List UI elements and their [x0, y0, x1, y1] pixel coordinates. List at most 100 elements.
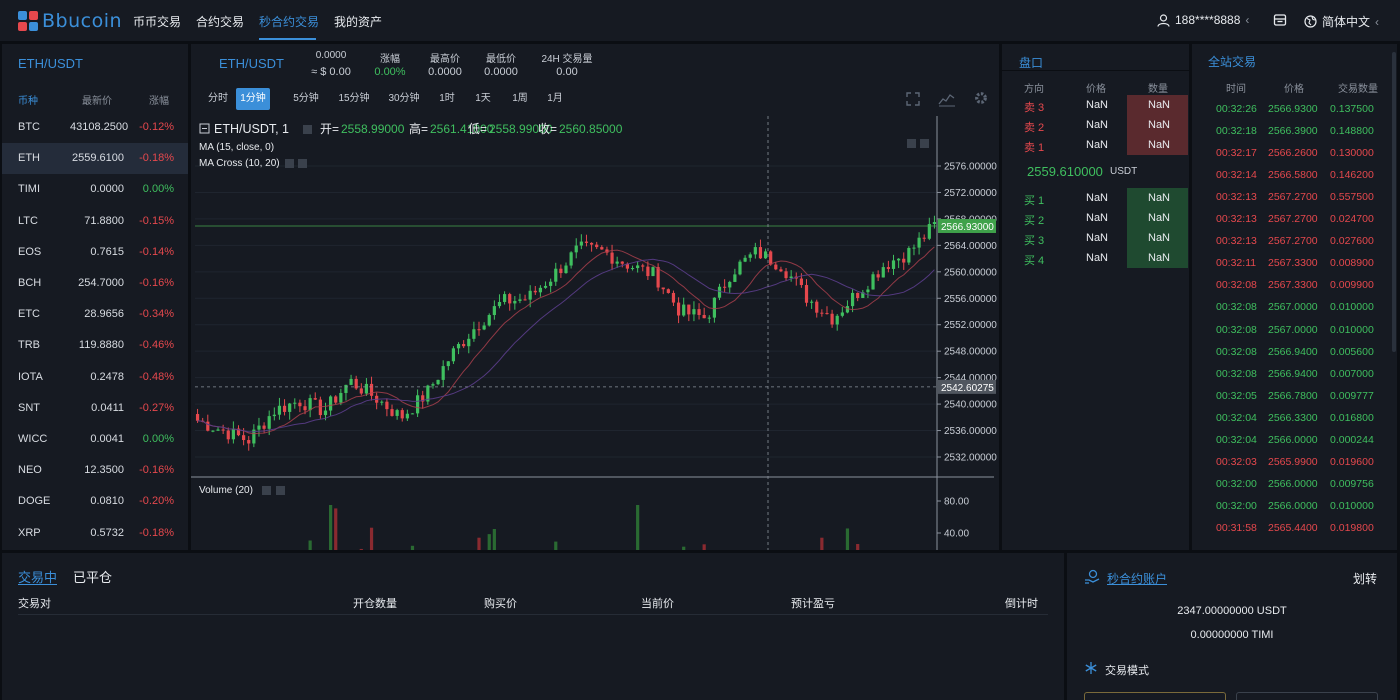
market-row[interactable]: EOS 0.7615 -0.14%	[2, 237, 188, 268]
legend-title: ETH/USDT, 1	[214, 122, 289, 136]
col-symbol: 币种	[18, 96, 38, 107]
market-row[interactable]: LTC 71.8800 -0.15%	[2, 206, 188, 237]
logo[interactable]: Bbucoin	[18, 9, 122, 33]
market-change: -0.20%	[139, 495, 174, 508]
trade-qty: 0.146200	[1330, 169, 1374, 182]
candle-body	[748, 254, 752, 258]
bid-side: 买 2	[1024, 215, 1045, 227]
candle-body	[538, 287, 543, 293]
candle-body	[298, 402, 302, 407]
book-col-qty: 数量	[1148, 84, 1168, 95]
candlestick-chart[interactable]: 2576.000002572.000002568.000002564.00000…	[191, 116, 999, 550]
candle-body	[743, 257, 747, 262]
candle-body	[523, 299, 527, 301]
timeframe-5[interactable]: 1时	[439, 93, 455, 104]
nav-contract-trading[interactable]: 合约交易	[196, 15, 245, 29]
tab-closed-trades[interactable]: 已平仓	[73, 570, 113, 585]
indicators-icon[interactable]	[938, 91, 956, 107]
candle-body	[421, 395, 425, 402]
market-row[interactable]: BCH 254.7000 -0.16%	[2, 268, 188, 299]
timeframe-8[interactable]: 1月	[547, 93, 563, 104]
candle-body	[446, 361, 450, 367]
market-row[interactable]: ETH 2559.6100 -0.18%	[2, 143, 188, 175]
candle-body	[758, 247, 763, 259]
ask-row[interactable]: 卖 2 NaN NaN	[1002, 115, 1189, 135]
ask-side: 卖 1	[1024, 142, 1045, 154]
market-symbol: EOS	[18, 245, 42, 258]
trade-qty: 0.010000	[1330, 323, 1374, 336]
volume-bars-group	[308, 505, 860, 550]
timeframe-0[interactable]: 分时	[208, 93, 228, 104]
candle-body	[666, 289, 670, 293]
candle-body	[866, 289, 870, 293]
nav-my-assets[interactable]: 我的资产	[334, 15, 383, 29]
candle-body	[917, 237, 921, 248]
timeframe-1[interactable]: 1分钟	[236, 88, 270, 110]
market-row[interactable]: WICC 0.0041 0.00%	[2, 424, 188, 455]
market-symbol: NEO	[18, 464, 42, 477]
wallet-hand-icon	[1085, 569, 1100, 584]
trade-time: 00:32:14	[1216, 169, 1257, 182]
candle-body	[451, 348, 456, 362]
trade-time: 00:32:18	[1216, 125, 1257, 138]
nav-spot-trading[interactable]: 币币交易	[133, 15, 182, 29]
ask-row[interactable]: 卖 1 NaN NaN	[1002, 135, 1189, 155]
bid-side: 买 3	[1024, 235, 1045, 247]
market-row[interactable]: IOTA 0.2478 -0.48%	[2, 362, 188, 393]
trades-scrollbar[interactable]	[1392, 52, 1396, 352]
trade-price: 2567.3300	[1268, 257, 1318, 270]
fullscreen-icon[interactable]	[905, 91, 921, 107]
market-change: 0.00%	[142, 183, 174, 196]
market-row[interactable]: NEO 12.3500 -0.16%	[2, 455, 188, 486]
bid-row[interactable]: 买 3 NaN NaN	[1002, 228, 1189, 248]
market-row[interactable]: DOGE 0.0810 -0.20%	[2, 486, 188, 517]
trade-price: 2567.2700	[1268, 213, 1318, 226]
language-selector[interactable]: 简体中文 ‹	[1304, 13, 1379, 30]
notice-button[interactable]	[1273, 13, 1287, 27]
volume-bar	[359, 548, 363, 550]
trade-qty: 0.019600	[1330, 455, 1374, 468]
market-symbol: TRB	[18, 339, 40, 352]
trade-price: 2567.0000	[1268, 323, 1318, 336]
market-row[interactable]: XRP 0.5732 -0.18%	[2, 518, 188, 549]
market-row[interactable]: SNT 0.0411 -0.27%	[2, 393, 188, 424]
pane-arrow-icon	[907, 139, 916, 148]
market-change: -0.14%	[139, 245, 174, 258]
timeframe-6[interactable]: 1天	[475, 93, 491, 104]
bid-row[interactable]: 买 1 NaN NaN	[1002, 188, 1189, 208]
candle-body	[932, 222, 937, 225]
ohlc-label: 收=	[538, 122, 557, 136]
timeframe-2[interactable]: 5分钟	[293, 93, 319, 104]
mode-option-1[interactable]	[1084, 692, 1226, 700]
bid-row[interactable]: 买 2 NaN NaN	[1002, 208, 1189, 228]
settings-gear-icon[interactable]	[973, 90, 989, 106]
trade-qty: 0.010000	[1330, 499, 1374, 512]
candle-body	[763, 251, 768, 259]
ohlc-label: 高=	[409, 121, 428, 136]
candle-body	[277, 405, 282, 415]
timeframe-4[interactable]: 30分钟	[388, 93, 420, 104]
trade-time: 00:32:08	[1216, 279, 1257, 292]
trade-time: 00:32:00	[1216, 499, 1257, 512]
transfer-button[interactable]: 划转	[1353, 572, 1378, 586]
timeframe-3[interactable]: 15分钟	[338, 93, 370, 104]
bid-row[interactable]: 买 4 NaN NaN	[1002, 248, 1189, 268]
market-row[interactable]: TRB 119.8880 -0.46%	[2, 330, 188, 361]
market-row[interactable]: TIMI 0.0000 0.00%	[2, 174, 188, 205]
market-symbol: IOTA	[18, 370, 43, 383]
ask-row[interactable]: 卖 3 NaN NaN	[1002, 95, 1189, 115]
market-row[interactable]: ETC 28.9656 -0.34%	[2, 299, 188, 330]
volume-bar	[334, 508, 338, 550]
account-title[interactable]: 秒合约账户	[1107, 572, 1168, 586]
nav-second-contract[interactable]: 秒合约交易	[259, 15, 320, 29]
timeframe-7[interactable]: 1周	[512, 93, 528, 104]
candle-body	[262, 425, 266, 429]
trade-qty: 0.027600	[1330, 235, 1374, 248]
trades-panel: 全站交易 时间 价格 交易数量 00:32:26 2566.9300 0.13750…	[1192, 44, 1397, 550]
market-row[interactable]: BTC 43108.2500 -0.12%	[2, 112, 188, 143]
mode-option-2[interactable]	[1236, 692, 1378, 700]
trade-price: 2566.3900	[1268, 125, 1318, 138]
user-menu[interactable]: 188****8888 ‹	[1157, 13, 1249, 27]
trade-row: 00:32:08 2567.0000 0.010000	[1192, 320, 1392, 342]
tab-open-trades[interactable]: 交易中	[18, 570, 58, 585]
